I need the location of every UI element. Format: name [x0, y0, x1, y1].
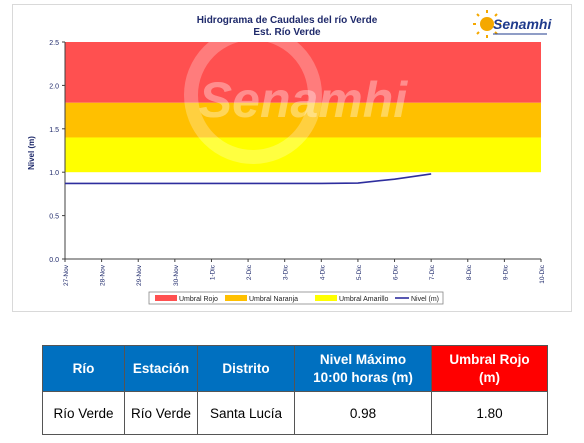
x-tick-label: 10-Dic	[539, 264, 546, 284]
x-tick-label: 8-Dic	[466, 264, 473, 280]
x-tick-label: 27-Nov	[63, 264, 70, 286]
cell-umbral-rojo: 1.80	[431, 391, 548, 435]
station-table: Río Estación Distrito Nivel Máximo 10:00…	[42, 345, 548, 435]
threshold-bands	[65, 42, 541, 173]
series-line-nivel	[65, 173, 432, 185]
x-tick-label: 3-Dic	[283, 264, 290, 280]
legend-label: Umbral Rojo	[179, 296, 218, 303]
cell-rio: Río Verde	[42, 391, 125, 435]
logo-text: Senamhi	[493, 16, 552, 32]
chart-panel: Senamhi 0.0 0.5 1.0 1.5 2.0 2.5 27-Nov 28-Nov 29…	[12, 4, 572, 312]
legend-label: Umbral Amarillo	[339, 296, 389, 303]
header-rio: Río	[42, 345, 125, 392]
chart-subtitle: Est. Río Verde	[253, 27, 321, 38]
legend-label: Umbral Naranja	[249, 296, 298, 303]
band-umbral-rojo	[65, 42, 541, 103]
x-tick-label: 30-Nov	[173, 264, 180, 286]
x-tick-label: 6-Dic	[393, 264, 400, 280]
band-umbral-amarillo	[65, 137, 541, 173]
x-tick-label: 9-Dic	[502, 264, 509, 280]
x-tick-label: 1-Dic	[209, 264, 216, 280]
header-nivel-maximo: Nivel Máximo 10:00 horas (m)	[294, 345, 432, 392]
cell-estacion: Río Verde	[124, 391, 198, 435]
watermark-text: Senamhi	[199, 72, 409, 128]
legend-label: Nivel (m)	[411, 296, 439, 303]
header-estacion: Estación	[124, 345, 198, 392]
x-tick-label: 7-Dic	[429, 264, 436, 280]
header-distrito: Distrito	[197, 345, 295, 392]
x-tick-label: 4-Dic	[319, 264, 326, 280]
y-tick-label: 2.0	[49, 83, 59, 90]
watermark: Senamhi	[184, 26, 409, 164]
y-tick-label: 2.5	[49, 40, 59, 47]
x-tick-label: 28-Nov	[100, 264, 107, 286]
chart-title: Hidrograma de Caudales del río Verde	[197, 15, 378, 26]
series-layer	[65, 173, 432, 185]
axes: 0.0 0.5 1.0 1.5 2.0 2.5 27-Nov 28-Nov 29-Nov 30-N…	[49, 40, 546, 286]
cell-distrito: Santa Lucía	[197, 391, 295, 435]
header-umbral-rojo: Umbral Rojo (m)	[431, 345, 548, 392]
x-tick-label: 29-Nov	[136, 264, 143, 286]
legend-swatch	[155, 295, 177, 301]
table-row: Río Verde Río Verde Santa Lucía 0.98 1.8…	[42, 391, 548, 435]
y-axis-label: Nivel (m)	[27, 136, 36, 170]
legend-swatch	[225, 295, 247, 301]
y-tick-label: 0.5	[49, 214, 59, 221]
legend-frame	[148, 291, 444, 305]
legend-swatch	[315, 295, 337, 301]
hydrograph-chart: Senamhi 0.0 0.5 1.0 1.5 2.0 2.5 27-Nov 28-Nov 29…	[27, 10, 552, 305]
x-tick-label: 5-Dic	[356, 264, 363, 280]
band-umbral-naranja	[65, 102, 541, 138]
legend: Umbral Rojo Umbral Naranja Umbral Amarillo…	[148, 291, 444, 305]
senamhi-logo: Senamhi	[473, 10, 552, 38]
table-header-row: Río Estación Distrito Nivel Máximo 10:00…	[42, 345, 548, 392]
cell-nivel-maximo: 0.98	[294, 391, 432, 435]
x-tick-label: 2-Dic	[246, 264, 253, 280]
y-tick-label: 1.5	[49, 127, 59, 134]
y-tick-label: 0.0	[49, 257, 59, 264]
y-tick-label: 1.0	[49, 170, 59, 177]
